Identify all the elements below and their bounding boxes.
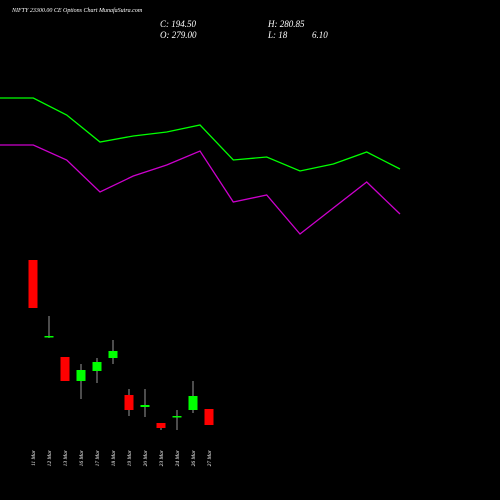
x-tick-label: 20 Mar <box>143 449 149 466</box>
open-label: O: 279.00 <box>160 30 197 40</box>
x-tick-label: 23 Mar <box>159 449 165 466</box>
x-tick-label: 26 Mar <box>191 449 197 466</box>
low-label: L: 18 <box>267 30 288 40</box>
x-tick-label: 12 Mar <box>47 449 53 466</box>
x-tick-label: 13 Mar <box>63 449 69 466</box>
candle-body <box>108 351 118 358</box>
indicator-line <box>0 97 401 172</box>
candle-body <box>156 423 166 428</box>
x-tick-label: 24 Mar <box>174 449 181 466</box>
x-tick-label: 19 Mar <box>127 449 133 466</box>
x-tick-label: 17 Mar <box>95 449 101 466</box>
candle-body <box>140 405 150 407</box>
indicator-line <box>0 144 401 235</box>
candle-body <box>124 395 134 410</box>
close-label: C: 194.50 <box>160 19 197 29</box>
high-label: H: 280.85 <box>267 19 305 29</box>
candle-body <box>60 357 70 381</box>
candle-body <box>188 396 198 410</box>
candle-body <box>92 362 102 371</box>
change-label: 6.10 <box>312 30 328 40</box>
x-tick-label: 18 Mar <box>111 449 117 466</box>
candle-body <box>76 370 86 381</box>
candle-body <box>204 409 214 425</box>
x-tick-label: 16 Mar <box>79 449 85 466</box>
candle-body <box>44 336 54 338</box>
candle-body <box>172 416 182 418</box>
x-tick-label: 11 Mar <box>31 449 37 466</box>
x-tick-label: 27 Mar <box>207 449 213 466</box>
candle-body <box>28 260 38 308</box>
chart-title: NIFTY 23300.00 CE Options Chart MunafaSu… <box>11 7 143 14</box>
